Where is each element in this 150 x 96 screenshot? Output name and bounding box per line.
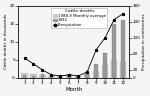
Bar [30, 74, 37, 78]
Bar [58, 77, 62, 78]
Bar [85, 74, 89, 78]
Bar [102, 65, 108, 78]
X-axis label: Month: Month [65, 87, 82, 92]
Bar [66, 75, 72, 78]
Bar [111, 60, 117, 78]
Bar [112, 24, 116, 78]
Bar [39, 75, 46, 78]
Legend: 1988-9 Monthly average, 1992, Precipitation: 1988-9 Monthly average, 1992, Precipitat… [51, 8, 107, 29]
Bar [57, 76, 63, 78]
Y-axis label: Cattle deaths in thousands: Cattle deaths in thousands [4, 14, 8, 69]
Bar [94, 64, 98, 78]
Bar [103, 53, 107, 78]
Bar [75, 76, 81, 78]
Bar [40, 74, 44, 78]
Y-axis label: Precipitation in centimetres: Precipitation in centimetres [142, 14, 146, 70]
Bar [121, 20, 125, 78]
Bar [120, 62, 126, 78]
Bar [67, 74, 71, 78]
Bar [32, 76, 35, 78]
Bar [93, 71, 99, 78]
Bar [23, 75, 26, 78]
Bar [84, 74, 90, 78]
Bar [50, 77, 53, 78]
Bar [76, 77, 80, 78]
Bar [48, 76, 54, 78]
Bar [21, 73, 28, 78]
